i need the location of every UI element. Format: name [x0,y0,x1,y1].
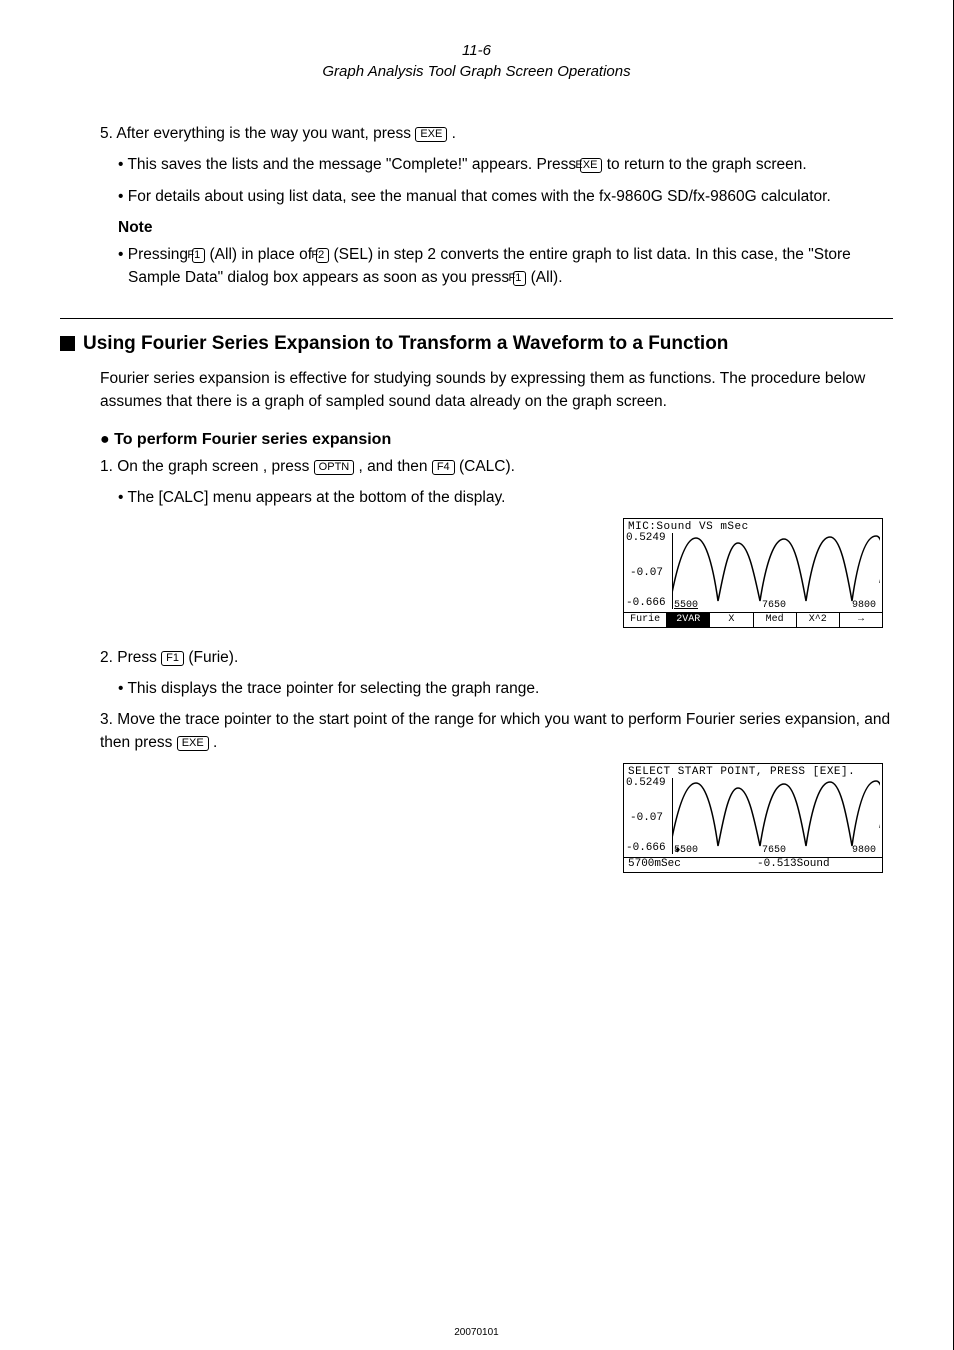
screen1-y2: -0.07 [630,567,663,579]
chapter-title: Graph Analysis Tool Graph Screen Operati… [60,61,893,82]
step-2-bullet: • This displays the trace pointer for se… [118,677,893,700]
menu-tab-2var: 2VAR [667,613,710,627]
subheading: ● To perform Fourier series expansion [100,431,893,449]
step-1c: (CALC). [459,458,515,475]
page: 11-6 Graph Analysis Tool Graph Screen Op… [0,0,954,1350]
f4-key-icon: F4 [432,460,455,475]
f1-key-icon: F1 [513,271,526,286]
step-1-bullet: • The [CALC] menu appears at the bottom … [118,486,893,509]
page-number: 11-6 [60,40,893,61]
x-left: 5500 [674,845,698,856]
exe-key-icon: EXE [415,127,447,142]
status-left: 5700mSec [624,858,753,872]
screen-1-wrap: MIC:Sound VS mSec 0.5249 -0.07 -0.666 Fu… [60,518,883,628]
body-block-3: 2. Press F1 (Furie). • This displays the… [100,646,893,755]
x-mid: 7650 [762,600,786,611]
wave-path [672,536,880,601]
note-label: Note [118,216,893,239]
exe-key-icon: EXE [580,158,602,173]
note-a: • Pressing [118,246,192,263]
screen1-y1: 0.5249 [626,532,666,544]
square-bullet-icon [60,336,75,351]
screen1-waveform [672,533,880,607]
status-right: -0.513Sound [753,858,882,872]
step-5-bullet-2: • For details about using list data, see… [118,185,893,208]
f2-key-icon: F2 [316,248,329,263]
screen2-y3: -0.666 [626,842,666,854]
note-bullet: • Pressing F1 (All) in place of F2 (SEL)… [118,243,893,290]
step-2b: (Furie). [188,649,238,666]
section-title-text: Using Fourier Series Expansion to Transf… [83,333,728,355]
bullet-1b: to return to the graph screen. [607,156,807,173]
step-3a: 3. Move the trace pointer to the start p… [100,711,890,751]
section-title: Using Fourier Series Expansion to Transf… [60,333,893,355]
note-b: (All) in place of [210,246,317,263]
optn-key-icon: OPTN [314,460,355,475]
page-header: 11-6 Graph Analysis Tool Graph Screen Op… [60,40,893,82]
step-2a: 2. Press [100,649,161,666]
x-left: 5500 [674,600,698,611]
screen2-y1: 0.5249 [626,777,666,789]
wave-path [672,781,880,846]
screen-2-wrap: SELECT START POINT, PRESS [EXE]. 0.5249 … [60,763,883,873]
body-block-2: 1. On the graph screen , press OPTN , an… [100,455,893,510]
screen1-menu: Furie 2VAR X Med X^2 → [624,612,882,627]
section-divider [60,318,893,319]
body-block-1: 5. After everything is the way you want,… [100,122,893,290]
step-1b: , and then [359,458,432,475]
section-intro: Fourier series expansion is effective fo… [100,367,893,414]
step-1: 1. On the graph screen , press OPTN , an… [100,455,893,478]
exe-key-icon: EXE [177,736,209,751]
menu-tab-furie: Furie [624,613,667,627]
step-3b: . [213,734,217,751]
step-5-text: 5. After everything is the way you want,… [100,125,415,142]
menu-tab-med: Med [754,613,797,627]
f1-key-icon: F1 [192,248,205,263]
x-right: 9800 [852,600,876,611]
step-2: 2. Press F1 (Furie). [100,646,893,669]
menu-tab-x: X [710,613,753,627]
step-3: 3. Move the trace pointer to the start p… [100,708,893,755]
step-5-period: . [452,125,456,142]
f1-key-icon: F1 [161,651,184,666]
screen1-y3: -0.666 [626,597,666,609]
calculator-screen-2: SELECT START POINT, PRESS [EXE]. 0.5249 … [623,763,883,873]
step-5: 5. After everything is the way you want,… [100,122,893,145]
screen2-y2: -0.07 [630,812,663,824]
calculator-screen-1: MIC:Sound VS mSec 0.5249 -0.07 -0.666 Fu… [623,518,883,628]
x-mid: 7650 [762,845,786,856]
step-5-bullet-1: • This saves the lists and the message "… [118,153,893,176]
menu-tab-arrow: → [840,613,882,627]
screen2-waveform [672,778,880,852]
menu-tab-x2: X^2 [797,613,840,627]
x-right: 9800 [852,845,876,856]
bullet-1a: • This saves the lists and the message "… [118,156,580,173]
page-footer: 20070101 [0,1327,953,1338]
note-d: (All). [531,269,563,286]
step-1a: 1. On the graph screen , press [100,458,314,475]
screen2-status: 5700mSec -0.513Sound [624,857,882,872]
